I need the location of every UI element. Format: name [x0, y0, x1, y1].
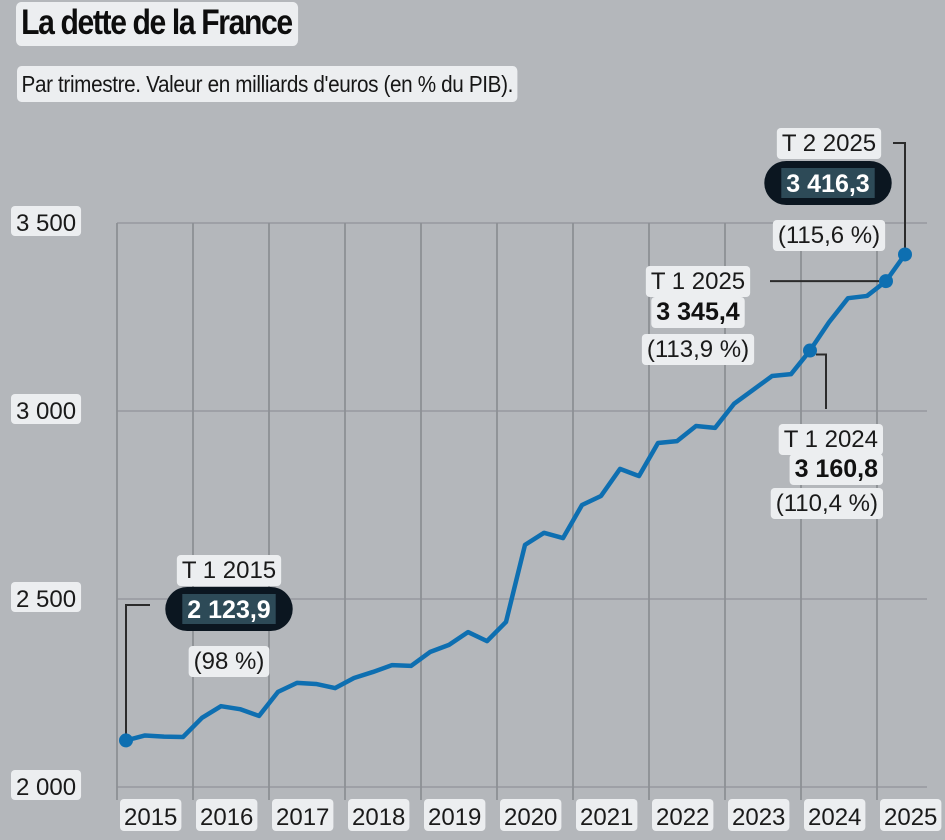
annotation-pct: (98 %): [194, 648, 265, 675]
annotation-quarter-bg: [778, 424, 883, 455]
annotation-pct-bg: [188, 646, 270, 677]
x-tick-label: 2016: [200, 804, 253, 831]
highlight-marker: [879, 274, 893, 289]
annotation-pct-bg: [770, 488, 883, 519]
x-tick-label-bg: [804, 799, 866, 831]
y-tick-label-bg: [11, 206, 82, 236]
x-tick-label-bg: [652, 799, 714, 831]
annotation-leaders: [125, 142, 906, 741]
annotation-value: 3 345,4: [656, 298, 740, 326]
x-tick-label-bg: [272, 799, 334, 831]
x-tick-label: 2015: [124, 804, 177, 831]
annotation-pct-bg: [772, 220, 886, 251]
annotation-pct-bg: [641, 334, 755, 365]
leader-line: [893, 142, 906, 248]
annotation-quarter: T 1 2024: [784, 426, 878, 453]
y-tick-label: 3 000: [16, 398, 76, 425]
y-tick-label: 3 500: [16, 210, 76, 237]
value-pill-text: 2 123,9: [187, 596, 270, 624]
y-tick-label-bg: [11, 582, 82, 612]
annotation-quarter-bg: [645, 266, 751, 297]
x-tick-label-bg: [880, 799, 942, 831]
annotation-quarter-bg: [776, 128, 882, 159]
x-tick-label: 2021: [580, 804, 633, 831]
value-pill-text: 3 416,3: [786, 170, 869, 198]
leader-line: [125, 604, 150, 741]
y-tick-label: 2 000: [16, 774, 76, 801]
annotation-pct: (113,9 %): [647, 336, 749, 363]
value-pill-inner: [182, 594, 276, 624]
x-tick-label: 2024: [808, 804, 861, 831]
series: [123, 252, 908, 743]
x-tick-label-bg: [424, 799, 486, 831]
y-tick-label-bg: [11, 770, 82, 800]
annotation-pct: (115,6 %): [778, 222, 880, 249]
chart-title: La dette de la France: [16, 2, 298, 46]
y-tick-label: 2 500: [16, 586, 76, 613]
x-tick-label: 2017: [276, 804, 329, 831]
y-tick-label-bg: [11, 394, 82, 424]
annotation-value: 3 160,8: [795, 455, 879, 483]
y-axis: 2 000 2 500 3 000 3 500: [11, 206, 82, 801]
annotation-quarter: T 2 2025: [782, 130, 876, 157]
annotation-value-bg: [651, 297, 745, 328]
x-tick-label: 2020: [504, 804, 557, 831]
grid: [116, 222, 927, 800]
x-tick-label-bg: [576, 799, 638, 831]
x-tick-label: 2025: [884, 804, 937, 831]
x-tick-label: 2018: [352, 804, 405, 831]
value-pill-inner: [781, 168, 875, 198]
x-tick-label-bg: [500, 799, 562, 831]
annotation-quarter: T 1 2015: [182, 557, 276, 584]
highlight-marker: [898, 247, 912, 262]
x-tick-label-bg: [348, 799, 410, 831]
annotation-pct: (110,4 %): [776, 490, 878, 517]
x-tick-label: 2023: [732, 804, 785, 831]
leader-line: [816, 353, 827, 409]
annotation-value-bg: [789, 454, 883, 485]
chart-subtitle: Par trimestre. Valeur en milliards d'eur…: [17, 66, 518, 102]
x-tick-label: 2019: [428, 804, 481, 831]
x-tick-label: 2022: [656, 804, 709, 831]
annotation-quarter-bg: [176, 555, 282, 586]
annotation-quarter: T 1 2025: [651, 268, 745, 295]
highlight-marker: [119, 733, 133, 748]
x-tick-label-bg: [196, 799, 258, 831]
debt-line: [123, 252, 908, 743]
x-tick-label-bg: [728, 799, 790, 831]
highlight-marker: [803, 343, 817, 358]
x-tick-label-bg: [120, 799, 182, 831]
x-axis: 2015 2016 2017 2018 2019 2020 2021 2022 2023 2024…: [120, 799, 942, 831]
